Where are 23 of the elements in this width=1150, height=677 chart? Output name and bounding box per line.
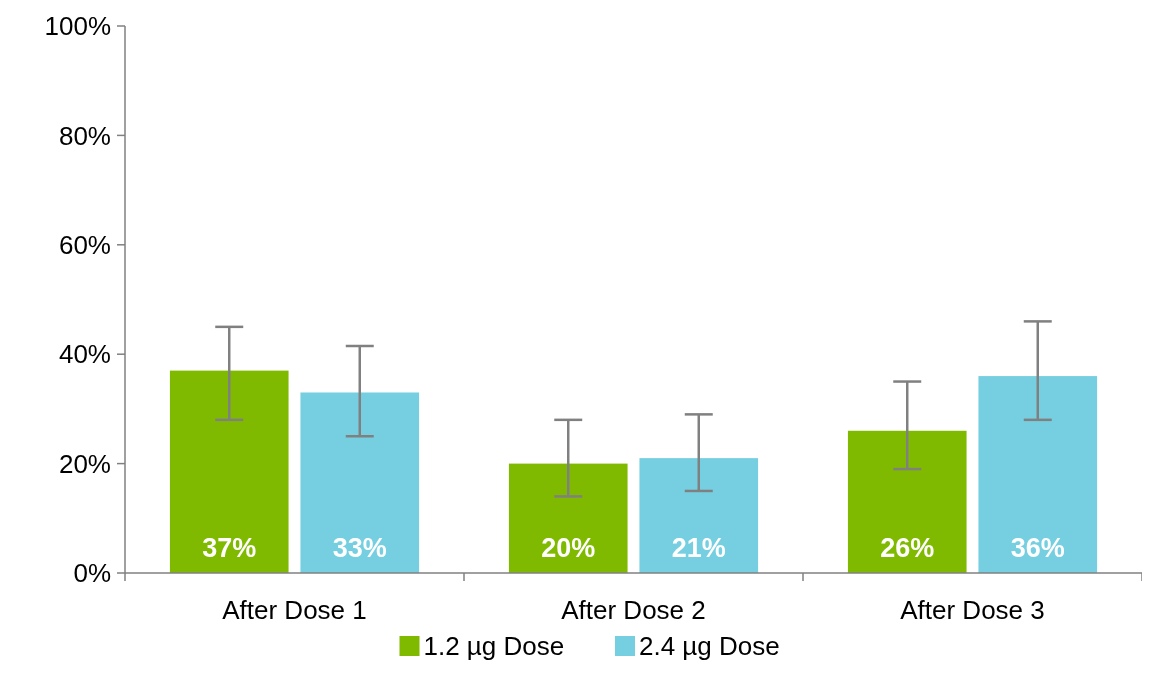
data-label: 37%: [202, 533, 257, 563]
data-label: 26%: [880, 533, 935, 563]
x-tick-label: After Dose 2: [561, 595, 706, 625]
y-tick-label: 100%: [44, 11, 111, 42]
bar: [508, 463, 628, 573]
bar: [847, 430, 967, 573]
y-tick-label: 20%: [58, 448, 111, 479]
y-tick-label: 40%: [58, 339, 111, 370]
x-tick-label: After Dose 3: [900, 595, 1045, 625]
data-label: 36%: [1010, 533, 1065, 563]
bar: [639, 458, 759, 573]
data-label: 20%: [541, 533, 596, 563]
bar: [300, 392, 420, 573]
data-label: 21%: [671, 533, 726, 563]
bar: [978, 376, 1098, 573]
data-label: 33%: [332, 533, 387, 563]
legend-label: 1.2 µg Dose: [423, 631, 565, 661]
bar: [169, 370, 289, 573]
legend-label: 2.4 µg Dose: [639, 631, 780, 661]
y-tick-label: 80%: [58, 120, 111, 151]
x-tick-label: After Dose 1: [222, 595, 367, 625]
y-tick-label: 60%: [58, 229, 111, 260]
y-tick-label: 0%: [73, 558, 111, 589]
